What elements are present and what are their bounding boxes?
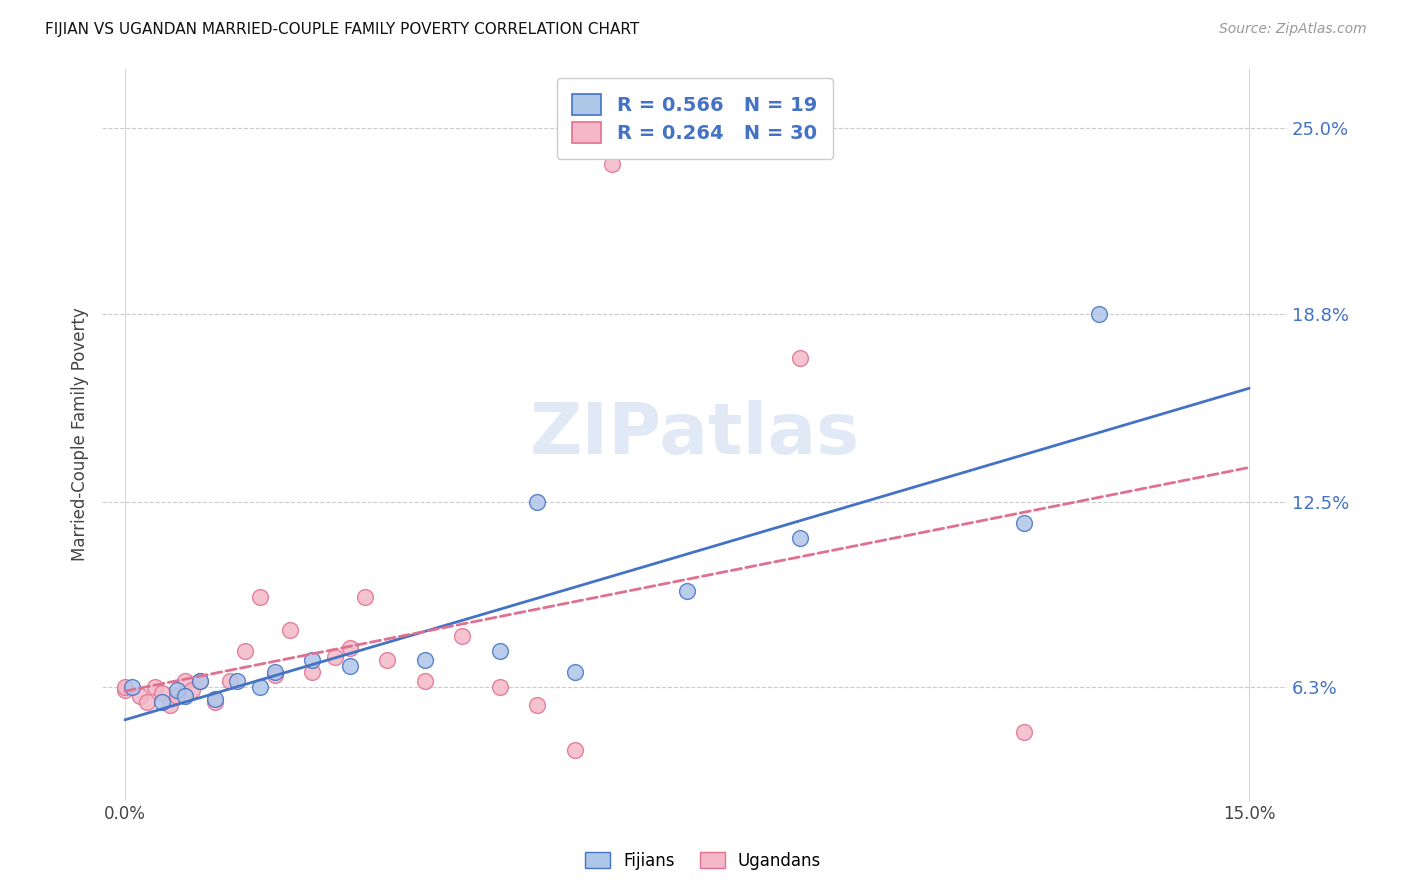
Text: ZIPatlas: ZIPatlas <box>530 401 859 469</box>
Point <box>218 674 240 689</box>
Point <box>301 653 323 667</box>
Point <box>789 351 811 366</box>
Point <box>413 674 436 689</box>
Point <box>143 680 166 694</box>
Point <box>323 650 346 665</box>
Point <box>353 591 375 605</box>
Point <box>136 695 159 709</box>
Point <box>166 683 188 698</box>
Point <box>173 689 195 703</box>
Text: FIJIAN VS UGANDAN MARRIED-COUPLE FAMILY POVERTY CORRELATION CHART: FIJIAN VS UGANDAN MARRIED-COUPLE FAMILY … <box>45 22 640 37</box>
Point <box>600 157 623 171</box>
Point <box>488 680 510 694</box>
Point <box>249 680 271 694</box>
Point <box>152 695 174 709</box>
Point <box>233 644 256 658</box>
Point <box>339 641 361 656</box>
Point <box>789 531 811 545</box>
Point <box>121 680 143 694</box>
Point <box>278 624 301 638</box>
Point <box>526 495 548 509</box>
Y-axis label: Married-Couple Family Poverty: Married-Couple Family Poverty <box>72 308 89 561</box>
Point <box>1014 516 1036 530</box>
Point <box>173 674 195 689</box>
Point <box>152 686 174 700</box>
Point <box>166 689 188 703</box>
Point <box>263 665 285 680</box>
Text: Source: ZipAtlas.com: Source: ZipAtlas.com <box>1219 22 1367 37</box>
Point <box>204 695 226 709</box>
Point <box>249 591 271 605</box>
Point <box>564 665 586 680</box>
Point <box>564 743 586 757</box>
Point <box>226 674 249 689</box>
Point <box>413 653 436 667</box>
Point <box>451 629 474 643</box>
Legend: R = 0.566   N = 19, R = 0.264   N = 30: R = 0.566 N = 19, R = 0.264 N = 30 <box>557 78 832 159</box>
Point <box>204 692 226 706</box>
Point <box>488 644 510 658</box>
Point <box>375 653 398 667</box>
Point <box>339 659 361 673</box>
Point <box>188 674 211 689</box>
Point <box>114 680 136 694</box>
Point <box>188 674 211 689</box>
Point <box>129 689 152 703</box>
Point <box>676 584 699 599</box>
Point <box>159 698 181 712</box>
Legend: Fijians, Ugandans: Fijians, Ugandans <box>578 846 828 877</box>
Point <box>181 683 204 698</box>
Point <box>1088 307 1111 321</box>
Point <box>114 683 136 698</box>
Point <box>1014 725 1036 739</box>
Point <box>301 665 323 680</box>
Point <box>526 698 548 712</box>
Point <box>263 668 285 682</box>
